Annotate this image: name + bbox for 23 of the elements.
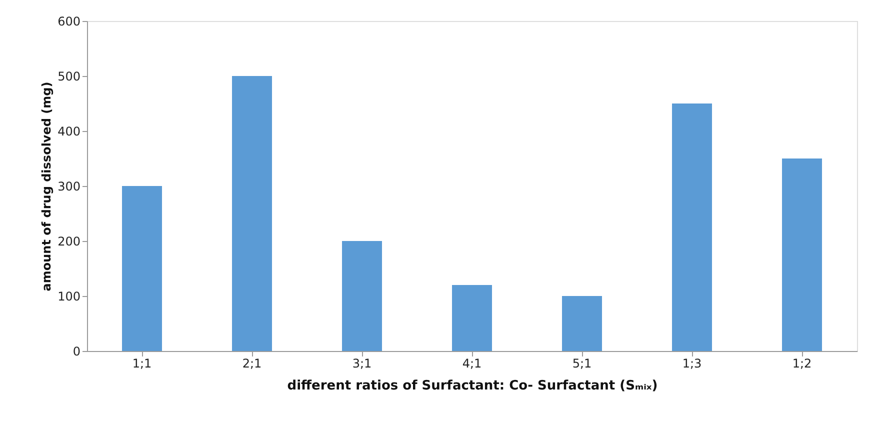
- bar: [122, 186, 162, 351]
- x-tick-label: 1;2: [792, 356, 812, 370]
- y-tick-label: 300: [58, 180, 80, 194]
- y-tick-label: 100: [58, 290, 80, 304]
- y-tick-label: 0: [72, 344, 80, 358]
- x-tick-label: 1;3: [682, 356, 702, 370]
- y-tick-label: 400: [58, 124, 80, 138]
- bar: [782, 158, 822, 351]
- x-tick-label: 5;1: [572, 356, 592, 370]
- y-tick-label: 500: [58, 70, 80, 84]
- x-tick-label: 1;1: [132, 356, 152, 370]
- y-tick-label: 200: [58, 234, 80, 248]
- bar: [452, 285, 492, 351]
- y-axis-title: amount of drug dissolved (mg): [40, 82, 54, 292]
- x-tick-label: 4;1: [462, 356, 482, 370]
- bar: [232, 76, 272, 351]
- x-tick-label: 3;1: [352, 356, 372, 370]
- bar: [672, 104, 712, 351]
- x-tick-label: 2;1: [242, 356, 262, 370]
- y-tick-label: 600: [58, 14, 80, 28]
- bar: [562, 296, 602, 351]
- x-axis-title: different ratios of Surfactant: Co- Surfactant (Sₘᵢₓ): [287, 378, 658, 394]
- bar: [342, 241, 382, 351]
